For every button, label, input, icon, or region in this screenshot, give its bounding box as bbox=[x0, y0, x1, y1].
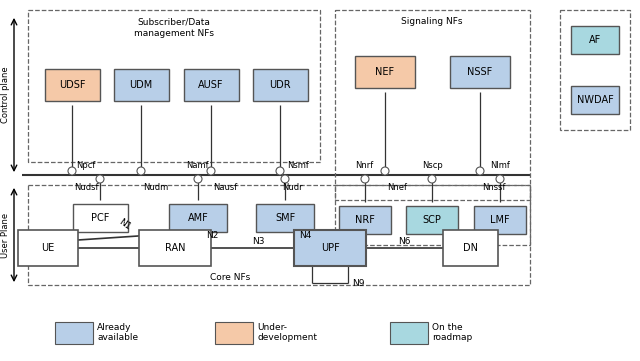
Bar bbox=[72, 204, 127, 232]
Text: Nudsf: Nudsf bbox=[74, 183, 99, 191]
Bar bbox=[474, 206, 526, 234]
Text: management NFs: management NFs bbox=[134, 30, 214, 39]
Bar bbox=[294, 230, 366, 266]
Text: development: development bbox=[257, 334, 317, 343]
Text: UDR: UDR bbox=[269, 80, 291, 90]
Circle shape bbox=[137, 167, 145, 175]
Text: NRF: NRF bbox=[355, 215, 375, 225]
Text: Namf: Namf bbox=[186, 161, 209, 170]
Text: User Plane: User Plane bbox=[1, 212, 10, 257]
Text: NEF: NEF bbox=[376, 67, 395, 77]
Text: Nudr: Nudr bbox=[282, 183, 303, 191]
Circle shape bbox=[96, 175, 104, 183]
Bar bbox=[184, 69, 239, 101]
Text: N4: N4 bbox=[299, 231, 312, 239]
Text: roadmap: roadmap bbox=[432, 334, 472, 343]
Bar bbox=[335, 185, 530, 245]
Bar bbox=[45, 69, 99, 101]
Bar bbox=[253, 69, 307, 101]
Text: Nnef: Nnef bbox=[387, 183, 407, 191]
Circle shape bbox=[361, 175, 369, 183]
Bar bbox=[571, 26, 619, 54]
Text: LMF: LMF bbox=[490, 215, 510, 225]
Text: N2: N2 bbox=[206, 231, 218, 239]
Bar bbox=[28, 185, 530, 285]
Text: available: available bbox=[97, 334, 138, 343]
Bar bbox=[442, 230, 497, 266]
Text: AUSF: AUSF bbox=[198, 80, 224, 90]
Text: N9: N9 bbox=[352, 278, 365, 287]
Bar bbox=[113, 69, 168, 101]
Text: RAN: RAN bbox=[164, 243, 185, 253]
Bar bbox=[256, 204, 314, 232]
Text: Core NFs: Core NFs bbox=[210, 274, 250, 283]
Bar bbox=[406, 206, 458, 234]
Text: NWDAF: NWDAF bbox=[577, 95, 613, 105]
Bar bbox=[339, 206, 391, 234]
Circle shape bbox=[381, 167, 389, 175]
Bar bbox=[28, 10, 320, 162]
Text: DN: DN bbox=[463, 243, 477, 253]
Text: N6: N6 bbox=[398, 238, 411, 247]
Circle shape bbox=[281, 175, 289, 183]
Text: Control plane: Control plane bbox=[1, 67, 10, 123]
Text: UDM: UDM bbox=[129, 80, 152, 90]
Circle shape bbox=[276, 167, 284, 175]
Text: UPF: UPF bbox=[321, 243, 339, 253]
Circle shape bbox=[194, 175, 202, 183]
Text: Subscriber/Data: Subscriber/Data bbox=[138, 17, 211, 26]
Text: Already: Already bbox=[97, 323, 131, 332]
Bar bbox=[215, 322, 253, 344]
Bar bbox=[335, 10, 530, 200]
Circle shape bbox=[207, 167, 215, 175]
Bar bbox=[560, 10, 630, 130]
Circle shape bbox=[476, 167, 484, 175]
Text: Signaling NFs: Signaling NFs bbox=[401, 17, 463, 26]
Text: N1: N1 bbox=[117, 218, 132, 232]
Bar bbox=[571, 86, 619, 114]
Circle shape bbox=[68, 167, 76, 175]
Text: Under-: Under- bbox=[257, 323, 287, 332]
Text: Nudm: Nudm bbox=[143, 183, 168, 191]
Text: Npcf: Npcf bbox=[76, 161, 95, 170]
Text: Nlmf: Nlmf bbox=[490, 161, 510, 170]
Text: On the: On the bbox=[432, 323, 463, 332]
Text: UE: UE bbox=[42, 243, 54, 253]
Bar bbox=[139, 230, 211, 266]
Text: Nnrf: Nnrf bbox=[355, 161, 373, 170]
Bar bbox=[55, 322, 93, 344]
Bar bbox=[450, 56, 510, 88]
Text: UDSF: UDSF bbox=[59, 80, 85, 90]
Bar bbox=[355, 56, 415, 88]
Bar bbox=[390, 322, 428, 344]
Bar bbox=[18, 230, 78, 266]
Text: Nscp: Nscp bbox=[422, 161, 443, 170]
Text: Nausf: Nausf bbox=[213, 183, 237, 191]
Bar bbox=[169, 204, 227, 232]
Text: SCP: SCP bbox=[422, 215, 442, 225]
Circle shape bbox=[496, 175, 504, 183]
Text: N3: N3 bbox=[253, 238, 265, 247]
Text: AF: AF bbox=[589, 35, 601, 45]
Text: SMF: SMF bbox=[275, 213, 295, 223]
Text: NSSF: NSSF bbox=[467, 67, 493, 77]
Text: PCF: PCF bbox=[91, 213, 109, 223]
Text: AMF: AMF bbox=[188, 213, 209, 223]
Circle shape bbox=[428, 175, 436, 183]
Text: Nnssf: Nnssf bbox=[482, 183, 506, 191]
Text: Nsmf: Nsmf bbox=[287, 161, 309, 170]
